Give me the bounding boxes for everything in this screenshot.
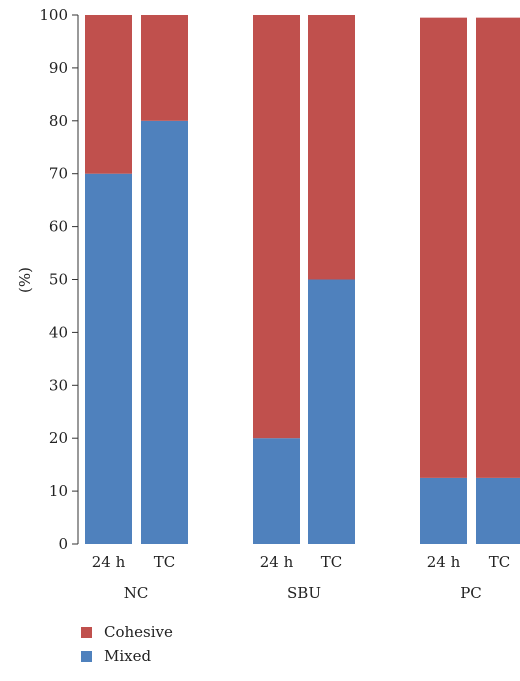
bar-mixed-4 xyxy=(308,279,355,544)
y-tick-label: 10 xyxy=(49,482,68,500)
bar-category-label: 24 h xyxy=(260,553,294,571)
bar-cohesive-3 xyxy=(253,15,300,439)
y-tick-label: 20 xyxy=(49,429,68,447)
bar-category-label: TC xyxy=(489,553,510,571)
y-tick-label: 70 xyxy=(49,165,68,183)
y-tick-label: 40 xyxy=(49,323,68,341)
bar-mixed-3 xyxy=(253,438,300,544)
legend-swatch-cohesive xyxy=(81,627,92,638)
bars xyxy=(85,15,520,545)
bar-mixed-5 xyxy=(420,477,467,544)
bar-cohesive-5 xyxy=(420,17,467,478)
bar-cohesive-1 xyxy=(85,15,132,174)
bar-mixed-2 xyxy=(141,120,188,545)
legend-swatch-mixed xyxy=(81,651,92,662)
y-tick-label: 50 xyxy=(49,271,68,289)
bar-category-label: TC xyxy=(321,553,342,571)
bar-mixed-1 xyxy=(85,173,132,544)
legend-label-cohesive: Cohesive xyxy=(104,623,173,641)
group-label: PC xyxy=(460,584,482,602)
bar-category-label: TC xyxy=(154,553,175,571)
y-tick-label: 100 xyxy=(39,6,68,24)
y-tick-label: 30 xyxy=(49,376,68,394)
bar-category-label: 24 h xyxy=(92,553,126,571)
bar-cohesive-2 xyxy=(141,15,188,121)
bar-category-label: 24 h xyxy=(427,553,461,571)
y-axis: 0 10 20 30 40 50 60 70 80 90 100 xyxy=(39,6,79,553)
bar-mixed-6 xyxy=(476,477,520,544)
y-tick-label: 60 xyxy=(49,218,68,236)
y-axis-title: (%) xyxy=(16,267,34,293)
group-label: SBU xyxy=(287,584,321,602)
group-label: NC xyxy=(124,584,149,602)
bar-cohesive-6 xyxy=(476,17,520,478)
bar-cohesive-4 xyxy=(308,15,355,280)
y-tick-label: 0 xyxy=(58,535,68,553)
legend: Cohesive Mixed xyxy=(81,623,173,665)
y-tick-label: 90 xyxy=(49,59,68,77)
legend-label-mixed: Mixed xyxy=(104,647,151,665)
y-tick-label: 80 xyxy=(49,112,68,130)
